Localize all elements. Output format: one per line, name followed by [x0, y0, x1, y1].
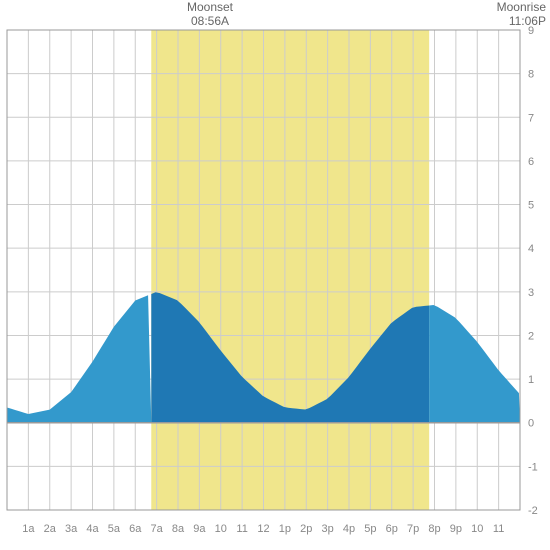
x-tick-label: 5a [108, 523, 121, 535]
y-tick-label: 3 [528, 287, 534, 299]
x-tick-label: 9a [193, 523, 206, 535]
y-tick-label: 6 [528, 156, 534, 168]
y-tick-label: -2 [528, 505, 538, 517]
x-tick-label: 4p [343, 523, 355, 535]
tide-area-night2 [429, 305, 520, 423]
y-tick-label: -1 [528, 461, 538, 473]
moonset-label: Moonset [170, 0, 250, 14]
moonrise-time: 11:06P [486, 14, 546, 28]
x-tick-label: 6p [386, 523, 398, 535]
x-tick-label: 4a [86, 523, 99, 535]
x-tick-label: 3a [65, 523, 78, 535]
x-tick-label: 10 [215, 523, 227, 535]
y-tick-label: 2 [528, 330, 534, 342]
tide-chart-container: -2-101234567891a2a3a4a5a6a7a8a9a1011121p… [0, 0, 550, 550]
tide-chart-svg: -2-101234567891a2a3a4a5a6a7a8a9a1011121p… [0, 0, 550, 550]
x-tick-label: 3p [322, 523, 334, 535]
x-tick-label: 5p [364, 523, 376, 535]
x-tick-label: 9p [450, 523, 462, 535]
y-tick-label: 0 [528, 418, 534, 430]
x-tick-label: 8a [172, 523, 185, 535]
x-tick-label: 8p [428, 523, 440, 535]
x-tick-label: 11 [493, 523, 504, 535]
y-tick-label: 4 [528, 243, 534, 255]
x-tick-label: 2p [300, 523, 312, 535]
x-tick-label: 10 [471, 523, 483, 535]
y-tick-label: 7 [528, 112, 534, 124]
moonrise-label: Moonrise [486, 0, 546, 14]
moonrise-block: Moonrise 11:06P [486, 0, 546, 28]
daylight-band [151, 30, 429, 510]
y-tick-label: 1 [528, 374, 534, 386]
y-tick-label: 5 [528, 200, 534, 212]
y-tick-label: 8 [528, 69, 534, 81]
moonset-time: 08:56A [170, 14, 250, 28]
x-tick-label: 6a [129, 523, 142, 535]
x-tick-label: 11 [236, 523, 247, 535]
x-tick-label: 12 [257, 523, 269, 535]
x-tick-label: 7a [151, 523, 164, 535]
x-tick-label: 1p [279, 523, 291, 535]
moonset-block: Moonset 08:56A [170, 0, 250, 28]
x-tick-label: 1a [22, 523, 35, 535]
x-tick-label: 7p [407, 523, 419, 535]
x-tick-label: 2a [44, 523, 57, 535]
